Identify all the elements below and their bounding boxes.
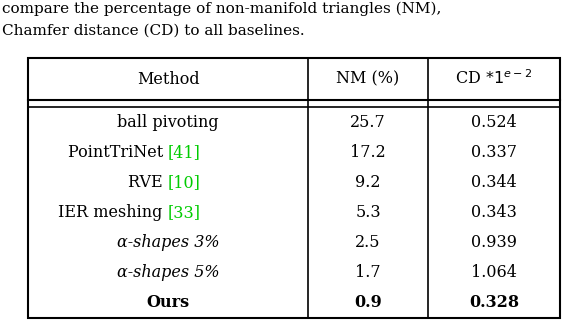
Text: [10]: [10] xyxy=(168,174,201,191)
Text: ball pivoting: ball pivoting xyxy=(117,113,219,131)
Text: 1.7: 1.7 xyxy=(355,264,381,281)
Text: 5.3: 5.3 xyxy=(355,204,381,221)
Text: 2.5: 2.5 xyxy=(355,234,381,251)
Text: compare the percentage of non-manifold triangles (NM),: compare the percentage of non-manifold t… xyxy=(2,2,441,16)
Text: 17.2: 17.2 xyxy=(350,144,386,161)
Text: 1.064: 1.064 xyxy=(471,264,517,281)
Text: [33]: [33] xyxy=(168,204,201,221)
Text: 0.524: 0.524 xyxy=(471,113,517,131)
Text: 0.337: 0.337 xyxy=(471,144,517,161)
Text: 9.2: 9.2 xyxy=(355,174,381,191)
Text: 0.344: 0.344 xyxy=(471,174,517,191)
Text: 0.328: 0.328 xyxy=(469,294,519,311)
Text: 0.343: 0.343 xyxy=(471,204,517,221)
Text: Method: Method xyxy=(137,70,199,87)
Text: NM (%): NM (%) xyxy=(336,70,400,87)
Text: PointTriNet: PointTriNet xyxy=(68,144,168,161)
Bar xyxy=(28,58,560,318)
Text: Ours: Ours xyxy=(147,294,190,311)
Text: 25.7: 25.7 xyxy=(350,113,386,131)
Text: Chamfer distance (CD) to all baselines.: Chamfer distance (CD) to all baselines. xyxy=(2,24,304,38)
Text: RVE: RVE xyxy=(128,174,168,191)
Text: IER meshing: IER meshing xyxy=(59,204,168,221)
Text: 0.9: 0.9 xyxy=(354,294,382,311)
Text: 0.939: 0.939 xyxy=(471,234,517,251)
Text: CD $*1^{e-2}$: CD $*1^{e-2}$ xyxy=(456,70,533,88)
Text: α-shapes 3%: α-shapes 3% xyxy=(116,234,219,251)
Text: α-shapes 5%: α-shapes 5% xyxy=(116,264,219,281)
Text: [41]: [41] xyxy=(168,144,201,161)
